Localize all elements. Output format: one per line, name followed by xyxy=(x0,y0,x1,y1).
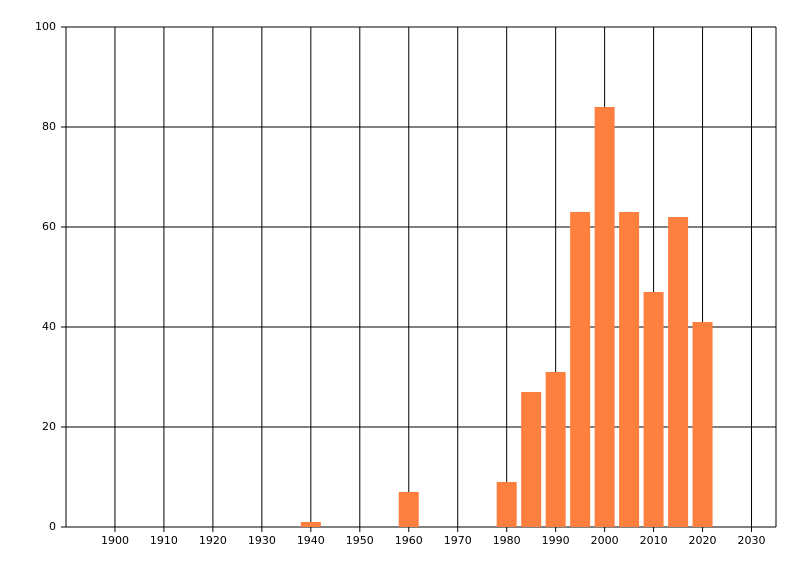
y-tick-label: 100 xyxy=(35,20,56,33)
x-tick-label: 1910 xyxy=(150,534,178,547)
bar xyxy=(545,372,566,527)
bar xyxy=(668,217,689,527)
x-tick-label: 1970 xyxy=(444,534,472,547)
bar xyxy=(594,107,615,527)
x-tick-label: 1980 xyxy=(493,534,521,547)
bar xyxy=(521,392,542,527)
x-tick-label: 1990 xyxy=(542,534,570,547)
bar xyxy=(619,212,640,527)
y-tick-label: 80 xyxy=(42,120,56,133)
x-tick-label: 1930 xyxy=(248,534,276,547)
x-tick-label: 1920 xyxy=(199,534,227,547)
x-tick-label: 1940 xyxy=(297,534,325,547)
y-tick-label: 40 xyxy=(42,320,56,333)
x-tick-label: 2000 xyxy=(591,534,619,547)
bar xyxy=(570,212,591,527)
bar xyxy=(692,322,713,527)
y-tick-label: 20 xyxy=(42,420,56,433)
bar xyxy=(300,522,321,527)
y-tick-label: 60 xyxy=(42,220,56,233)
y-tick-label: 0 xyxy=(49,520,56,533)
x-tick-label: 1950 xyxy=(346,534,374,547)
x-tick-label: 2010 xyxy=(640,534,668,547)
x-tick-label: 1960 xyxy=(395,534,423,547)
x-tick-label: 2030 xyxy=(738,534,766,547)
x-tick-label: 2020 xyxy=(689,534,717,547)
bar xyxy=(496,482,517,527)
bar xyxy=(643,292,664,527)
x-tick-label: 1900 xyxy=(101,534,129,547)
bar xyxy=(398,492,419,527)
